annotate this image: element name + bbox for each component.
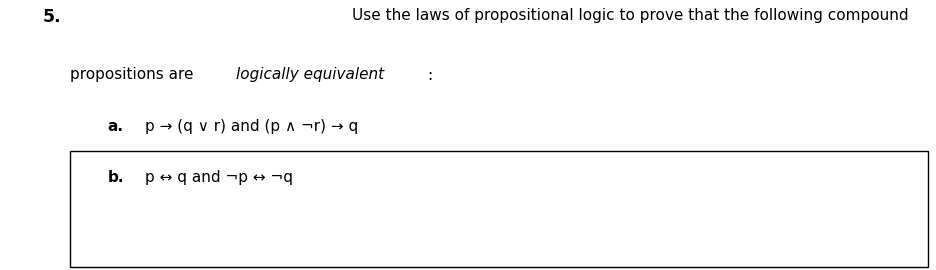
Text: :: : (427, 68, 431, 83)
Bar (70, 151, 927, 267)
Text: p → (q ∨ r) and (p ∧ ¬r) → q: p → (q ∨ r) and (p ∧ ¬r) → q (145, 119, 358, 134)
Text: logically equivalent: logically equivalent (236, 68, 384, 83)
Text: p ↔ q and ¬p ↔ ¬q: p ↔ q and ¬p ↔ ¬q (145, 170, 293, 185)
Text: a.: a. (108, 119, 124, 134)
Text: 5.: 5. (42, 8, 61, 26)
Text: b.: b. (108, 170, 124, 185)
Text: Use the laws of propositional logic to prove that the following compound: Use the laws of propositional logic to p… (352, 8, 908, 23)
Text: propositions are: propositions are (70, 68, 198, 83)
